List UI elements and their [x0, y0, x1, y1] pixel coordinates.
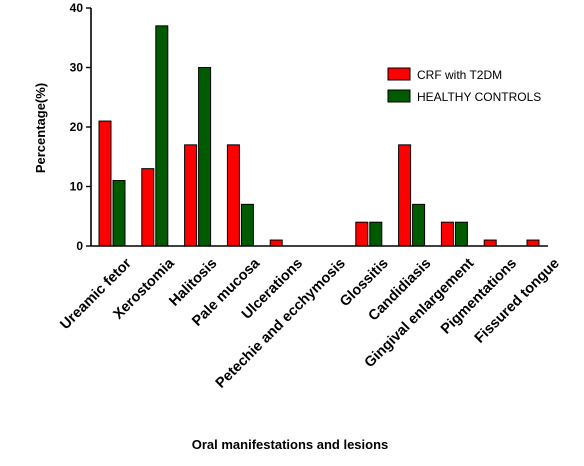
- bar-healthy-7: [412, 203, 426, 247]
- y-ticks: 0 10 20 30 40: [70, 1, 91, 253]
- bar-crf-9: [483, 239, 497, 247]
- legend-swatch-healthy: [387, 89, 411, 103]
- legend-label-healthy: HEALTHY CONTROLS: [417, 90, 541, 104]
- bar-crf-2: [184, 144, 198, 247]
- bar-crf-7: [398, 144, 412, 247]
- bar-healthy-0: [112, 180, 126, 247]
- y-tick-label: 30: [70, 61, 84, 75]
- y-tick-label: 0: [76, 239, 83, 253]
- bar-crf-6: [355, 221, 369, 247]
- x-axis-title: Oral manifestations and lesions: [192, 437, 389, 452]
- y-axis-title: Percentage(%): [33, 83, 48, 173]
- bar-crf-3: [226, 144, 240, 247]
- y-tick-label: 10: [70, 180, 84, 194]
- y-tick-label: 40: [70, 1, 84, 15]
- bar-healthy-6: [369, 221, 383, 247]
- bars-layer: [98, 25, 540, 247]
- legend-swatch-crf: [387, 67, 411, 81]
- bar-crf-8: [440, 221, 454, 247]
- bar-healthy-8: [454, 221, 468, 247]
- x-category-label: Ureamic fetor: [57, 255, 135, 333]
- bar-healthy-2: [198, 67, 212, 247]
- bar-crf-1: [141, 168, 155, 247]
- bar-crf-4: [269, 239, 283, 247]
- legend-label-crf: CRF with T2DM: [417, 68, 502, 82]
- legend: CRF with T2DM HEALTHY CONTROLS: [387, 67, 541, 104]
- y-tick-label: 20: [70, 120, 84, 134]
- bar-crf-10: [526, 239, 540, 247]
- bar-healthy-3: [240, 203, 254, 247]
- x-category-label: Pigmentations: [438, 256, 520, 338]
- bar-crf-0: [98, 120, 112, 247]
- bar-healthy-1: [155, 25, 169, 247]
